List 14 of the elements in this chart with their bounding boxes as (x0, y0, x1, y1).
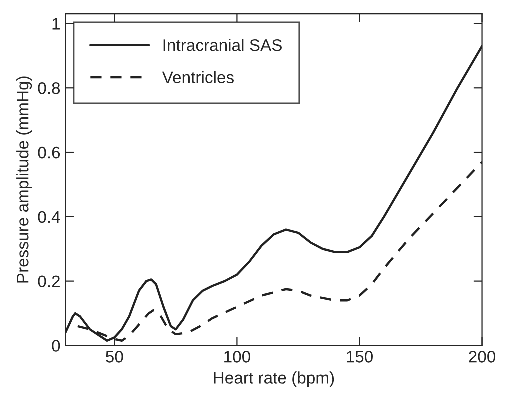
x-tick-label: 200 (469, 351, 496, 363)
x-axis-title: Heart rate (bpm) (214, 372, 334, 388)
y-axis-title: Pressure amplitude (mmHg) (16, 76, 32, 283)
x-tick-label: 150 (347, 351, 373, 363)
legend-label: Ventricles (162, 71, 234, 84)
y-tick-label: 0.4 (38, 211, 60, 224)
y-tick-label: 1 (52, 18, 60, 30)
y-tick-label: 0 (52, 340, 60, 352)
x-tick-label: 100 (224, 351, 250, 363)
y-tick-label: 0.2 (38, 276, 60, 288)
y-tick-label: 0.6 (38, 146, 60, 159)
legend-label: Intracranial SAS (164, 39, 282, 52)
y-tick-label: 0.8 (38, 82, 60, 94)
x-tick-label: 50 (106, 351, 124, 363)
